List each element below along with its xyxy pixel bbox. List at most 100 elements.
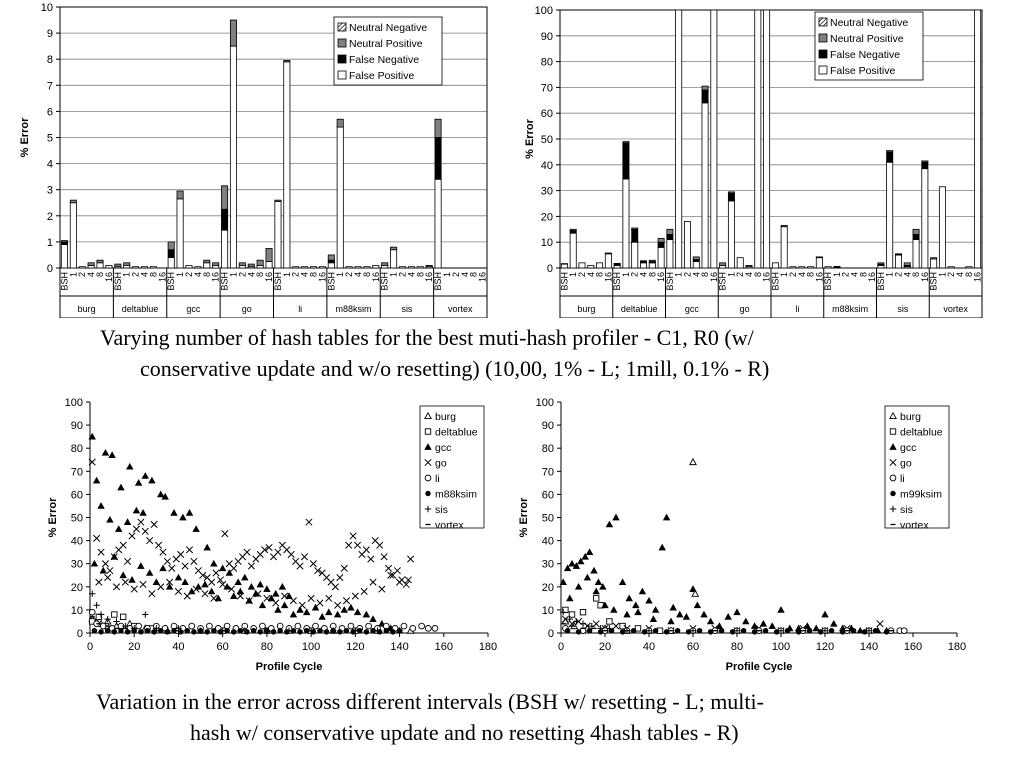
- bar-false-positive: [675, 9, 683, 269]
- bar-false-positive: [194, 266, 202, 269]
- sub-label: 4: [353, 272, 363, 277]
- marker-plus: [573, 618, 580, 625]
- sub-label: 16: [211, 272, 221, 282]
- sub-label: BSH: [770, 272, 780, 291]
- legend-box: [884, 405, 950, 529]
- bottom-caption-line1: Variation in the error across different …: [96, 689, 764, 714]
- bar-neutral-positive: [780, 225, 788, 228]
- legend-label: vortex: [435, 520, 464, 532]
- group-label: sis: [897, 304, 908, 314]
- sub-label: 4: [850, 272, 860, 277]
- marker-circle-filled: [740, 627, 747, 634]
- sub-label: 16: [603, 272, 613, 282]
- marker-x: [124, 557, 132, 565]
- bar-neutral-positive: [569, 228, 577, 231]
- marker-x: [139, 580, 147, 589]
- sub-label: 16: [709, 272, 719, 282]
- bar-false-positive: [930, 258, 938, 269]
- x-tick-label: 0: [558, 641, 564, 653]
- marker-x: [265, 543, 273, 552]
- marker-triangle-filled: [424, 443, 432, 450]
- marker-plus: [889, 505, 897, 513]
- bar-false-positive: [372, 264, 380, 269]
- bar-false-positive: [434, 178, 442, 269]
- bar-neutral-positive: [381, 262, 389, 266]
- sub-label: 1: [937, 272, 947, 277]
- marker-x: [227, 585, 236, 593]
- marker-square-open: [568, 611, 576, 618]
- bar-neutral-positive: [212, 262, 220, 266]
- marker-x: [157, 583, 165, 591]
- marker-x: [331, 583, 339, 591]
- legend-label: False Positive: [349, 70, 415, 82]
- x-tick-label: 120: [346, 641, 364, 653]
- marker-plus: [689, 627, 697, 634]
- legend-label: m88ksim: [435, 489, 477, 501]
- y-tick-label: 4: [47, 159, 53, 171]
- bar-false-positive: [105, 264, 113, 269]
- marker-triangle-filled: [610, 606, 618, 613]
- group-label: go: [740, 304, 750, 314]
- sub-label: 4: [797, 272, 807, 277]
- marker-circle-filled: [104, 627, 111, 634]
- marker-plus: [560, 609, 567, 616]
- sub-label: 8: [95, 272, 105, 277]
- bar-neutral-positive: [719, 262, 727, 266]
- legend-label: burg: [900, 411, 921, 423]
- bar-false-positive: [684, 221, 691, 269]
- sub-label: 8: [700, 272, 710, 277]
- marker-circle-filled: [317, 627, 323, 634]
- marker-x: [424, 458, 432, 467]
- marker-triangle-filled: [272, 589, 280, 597]
- bar-false-positive: [578, 262, 586, 269]
- marker-plus: [164, 627, 171, 634]
- sub-label: 1: [885, 272, 895, 277]
- bar-false-positive: [824, 266, 832, 269]
- sub-label: 16: [973, 272, 983, 282]
- group-label: burg: [577, 304, 595, 314]
- bar-false-negative: [657, 241, 665, 248]
- bar-false-positive: [140, 266, 149, 269]
- marker-circle-filled: [751, 629, 758, 635]
- marker-triangle-filled: [165, 582, 174, 590]
- marker-x: [221, 530, 229, 538]
- bar-neutral-positive: [425, 264, 433, 268]
- bar-neutral-positive: [69, 199, 77, 204]
- marker-square-open: [424, 428, 432, 435]
- marker-triangle-filled: [574, 582, 583, 590]
- marker-x: [159, 548, 167, 556]
- bar-neutral-positive: [613, 262, 621, 265]
- sub-label: 4: [140, 272, 150, 277]
- bar-false-positive: [692, 261, 700, 269]
- y-axis-label: % Error: [518, 497, 530, 537]
- marker-plus: [606, 625, 613, 632]
- bar-false-positive: [310, 266, 318, 269]
- bar-neutral-positive: [727, 191, 735, 194]
- marker-triangle-filled: [185, 509, 194, 516]
- y-axis-label: % Error: [19, 117, 31, 157]
- marker-circle-filled: [795, 629, 802, 635]
- marker-circle-filled: [608, 627, 615, 634]
- marker-circle-filled: [872, 627, 879, 634]
- marker-triangle-filled: [649, 615, 658, 622]
- marker-triangle-open: [889, 411, 897, 420]
- marker-triangle-filled: [594, 578, 603, 586]
- marker-triangle-filled: [90, 559, 99, 567]
- bar-false-positive: [789, 266, 797, 269]
- legend-label: False Negative: [830, 49, 900, 61]
- y-tick-label: 50: [541, 134, 553, 146]
- legend-label: deltablue: [435, 427, 478, 439]
- bar-false-positive: [938, 186, 946, 269]
- marker-circle-filled: [303, 627, 310, 634]
- sub-label: 8: [858, 272, 868, 277]
- bar-false-positive: [640, 262, 647, 269]
- top-caption: Varying number of hash tables for the be…: [60, 322, 980, 384]
- bar-neutral-positive: [265, 248, 273, 262]
- sub-label: 1: [389, 272, 399, 277]
- marker-triangle-filled: [134, 479, 143, 486]
- sub-label: 1: [832, 272, 842, 277]
- marker-plus: [93, 602, 100, 609]
- marker-circle-filled: [257, 629, 263, 635]
- bar-false-positive: [78, 266, 86, 269]
- sub-label: 8: [148, 272, 158, 277]
